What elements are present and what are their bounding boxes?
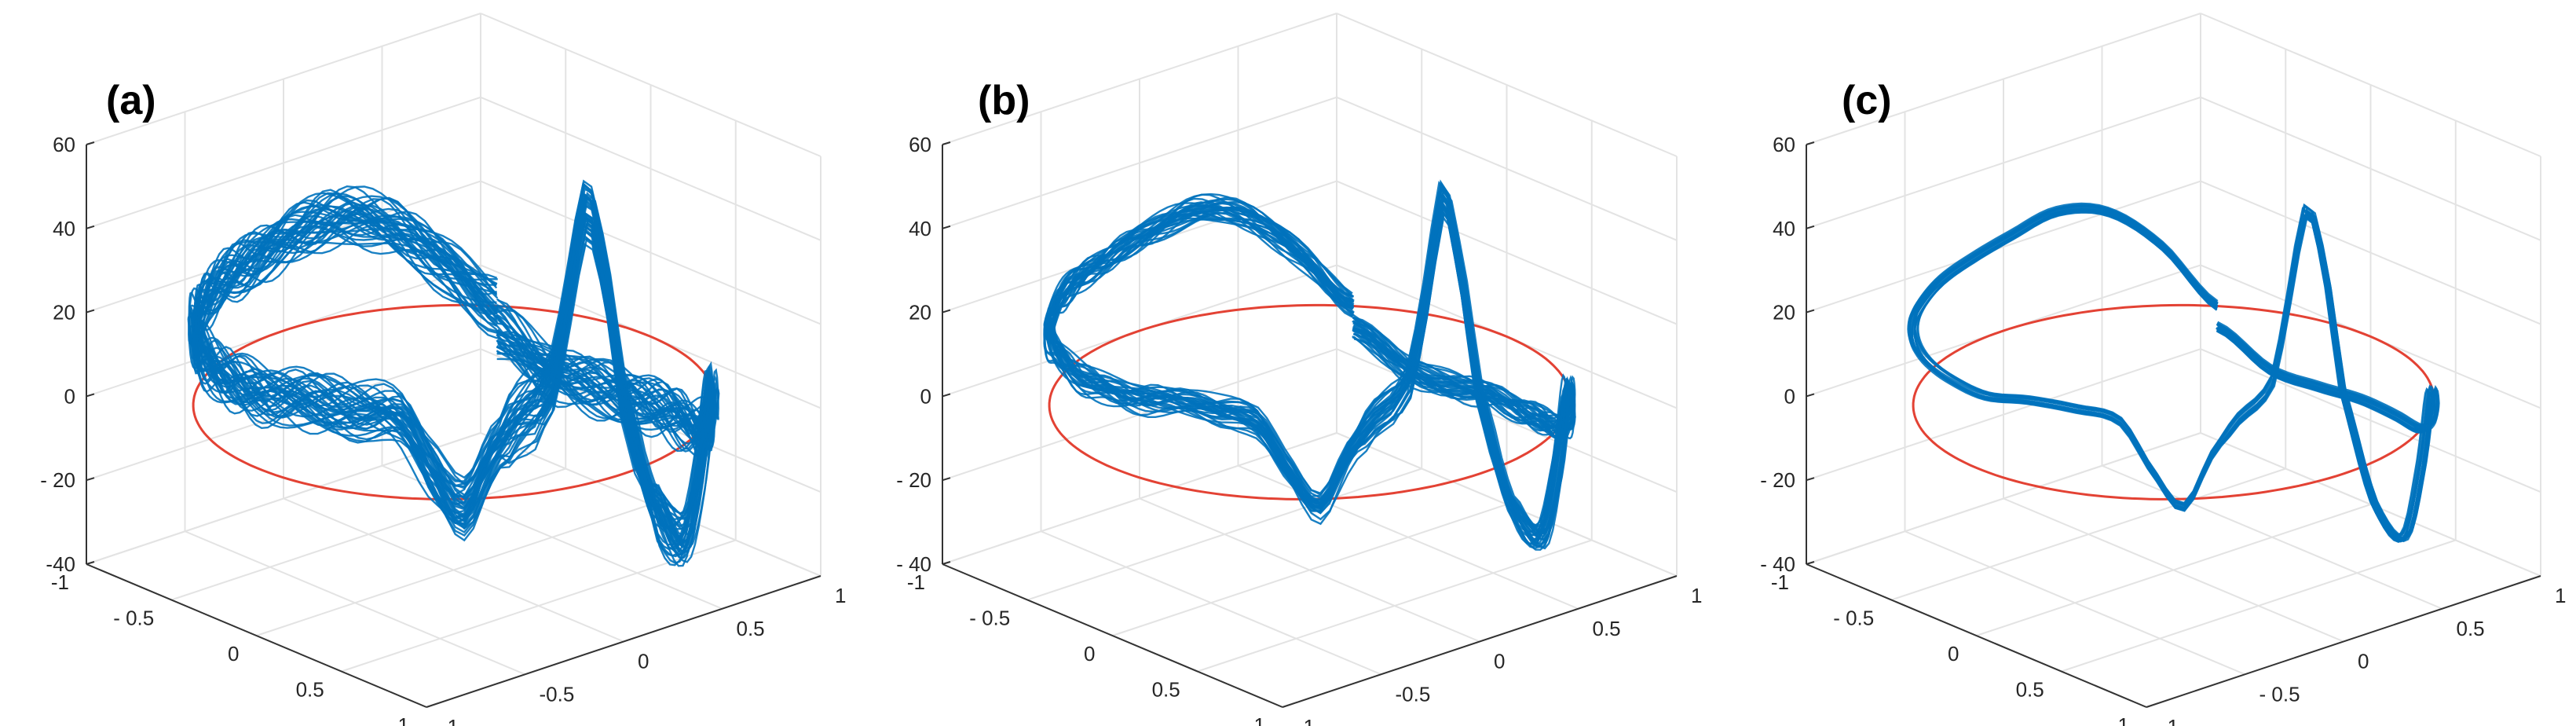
- panel-label: (b): [978, 78, 1030, 123]
- chart-panel-a: -40 - 20 0 20 40 60 -1 - 0.5 0 0.5 1 -1 -0.5 0 0.5 1 (a): [40, 13, 846, 726]
- z-tick-label: - 20: [896, 468, 931, 492]
- trajectory-bundle: [1043, 179, 1576, 551]
- y-tick-label: -0.5: [540, 682, 575, 706]
- trajectory-line: [194, 207, 713, 546]
- z-tick-label: 40: [53, 217, 75, 240]
- z-tick-label: 60: [909, 133, 931, 156]
- z-tick-label: 20: [1773, 301, 1795, 324]
- x-tick-label: 0.5: [1152, 678, 1180, 702]
- x-tick-label: - 0.5: [1833, 607, 1874, 630]
- x-tick-label: 0: [1948, 642, 1959, 666]
- trajectory-line: [1049, 179, 1570, 527]
- x-axis: [86, 563, 427, 708]
- z-tick-label: 20: [909, 301, 931, 324]
- y-tick-label: -1: [441, 715, 459, 726]
- z-tick-label: 60: [1773, 133, 1795, 156]
- trajectory-line: [1051, 205, 1568, 541]
- trajectory-line: [192, 219, 715, 564]
- x-tick-label: 0: [228, 642, 239, 666]
- x-tick-label: -1: [51, 570, 69, 594]
- x-tick-label: 1: [2118, 713, 2129, 726]
- y-axis: [426, 575, 821, 708]
- z-tick-label: 0: [1784, 384, 1795, 408]
- x-tick-label: 0.5: [2016, 678, 2044, 702]
- x-tick-label: 0.5: [296, 678, 324, 702]
- y-axis: [2146, 575, 2541, 708]
- z-tick-label: - 20: [40, 468, 75, 492]
- z-tick-label: - 40: [896, 552, 931, 576]
- trajectory-line: [1917, 207, 2430, 538]
- x-tick-label: - 0.5: [969, 607, 1010, 630]
- grid: [1806, 13, 2541, 708]
- y-tick-label: - 0.5: [2259, 682, 2300, 706]
- y-tick-label: 0.5: [737, 617, 765, 640]
- y-tick-label: 0.5: [1593, 617, 1621, 640]
- y-tick-label: -1: [2161, 715, 2179, 726]
- trajectory-line: [1051, 198, 1568, 541]
- y-axis: [1282, 575, 1678, 708]
- trajectory-bundle: [1907, 202, 2440, 543]
- x-tick-label: -1: [1771, 570, 1789, 594]
- y-tick-label: 0.5: [2457, 617, 2485, 640]
- axes: -40 - 20 0 20 40 60 -1 - 0.5 0 0.5 1 -1 -0.5 0 0.5 1: [40, 133, 846, 726]
- y-tick-label: -0.5: [1396, 682, 1431, 706]
- x-tick-label: - 0.5: [113, 607, 154, 630]
- z-tick-label: 0: [920, 384, 931, 408]
- y-tick-label: 1: [835, 584, 846, 607]
- y-tick-label: 0: [1494, 650, 1505, 673]
- trajectory-line: [188, 192, 719, 537]
- z-tick-label: -40: [46, 552, 75, 576]
- z-tick-label: - 20: [1760, 468, 1795, 492]
- chart-panel-b: - 40 - 20 0 20 40 60 -1 - 0.5 0 0.5 1 -1 -0.5 0 0.5 1 (b…: [896, 13, 1702, 726]
- x-tick-label: 1: [1254, 713, 1265, 726]
- y-tick-label: -1: [1297, 715, 1315, 726]
- z-tick-label: - 40: [1760, 552, 1795, 576]
- panel-label: (c): [1842, 78, 1892, 123]
- z-tick-label: 20: [53, 301, 75, 324]
- trajectory-bundle: [187, 179, 720, 567]
- trajectory-line: [1913, 211, 2434, 543]
- chart-panel-c: - 40 - 20 0 20 40 60 -1 - 0.5 0 0.5 1 -1 - 0.5 0 0.5 1 (…: [1760, 13, 2566, 726]
- x-axis: [942, 563, 1283, 708]
- y-tick-label: 1: [1691, 584, 1702, 607]
- axes: - 40 - 20 0 20 40 60 -1 - 0.5 0 0.5 1 -1 -0.5 0 0.5 1: [896, 133, 1702, 726]
- x-axis: [1806, 563, 2147, 708]
- panel-label: (a): [106, 78, 156, 123]
- z-tick-label: 40: [909, 217, 931, 240]
- z-tick-label: 40: [1773, 217, 1795, 240]
- y-tick-label: 1: [2555, 584, 2566, 607]
- x-tick-label: -1: [907, 570, 925, 594]
- y-tick-label: 0: [2358, 650, 2369, 673]
- z-tick-label: 60: [53, 133, 75, 156]
- axes: - 40 - 20 0 20 40 60 -1 - 0.5 0 0.5 1 -1 - 0.5 0 0.5 1: [1760, 133, 2566, 726]
- trajectory-line: [1045, 193, 1574, 535]
- trajectory-line: [192, 224, 715, 566]
- reference-circle: [1912, 303, 2435, 500]
- y-tick-label: 0: [638, 650, 649, 673]
- x-tick-label: 1: [398, 713, 409, 726]
- trajectory-line: [1908, 207, 2439, 543]
- z-tick-label: 0: [64, 384, 75, 408]
- x-tick-label: 0: [1084, 642, 1095, 666]
